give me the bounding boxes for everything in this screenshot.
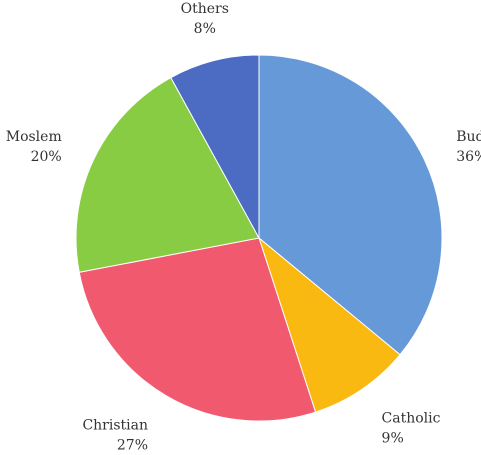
label-christian: Christian <box>82 418 148 434</box>
label-buddhist: Buddhist <box>456 129 481 145</box>
pie-labels: Buddhist 36% Catholic 9% Christian 27% Moslem 2… <box>6 1 481 454</box>
slice-moslem <box>75 76 260 273</box>
label-catholic: Catholic <box>382 410 441 426</box>
value-christian: 27% <box>117 438 148 454</box>
value-buddhist: 36% <box>456 149 481 165</box>
label-others: Others <box>181 1 229 17</box>
slice-christian <box>78 237 317 422</box>
value-others: 8% <box>194 21 216 37</box>
pie-slices <box>75 54 443 422</box>
label-moslem: Moslem <box>6 129 62 145</box>
slice-buddhist <box>258 54 443 356</box>
slice-catholic <box>257 236 401 413</box>
value-catholic: 9% <box>382 430 404 446</box>
value-moslem: 20% <box>31 149 62 165</box>
slice-others <box>170 54 260 239</box>
